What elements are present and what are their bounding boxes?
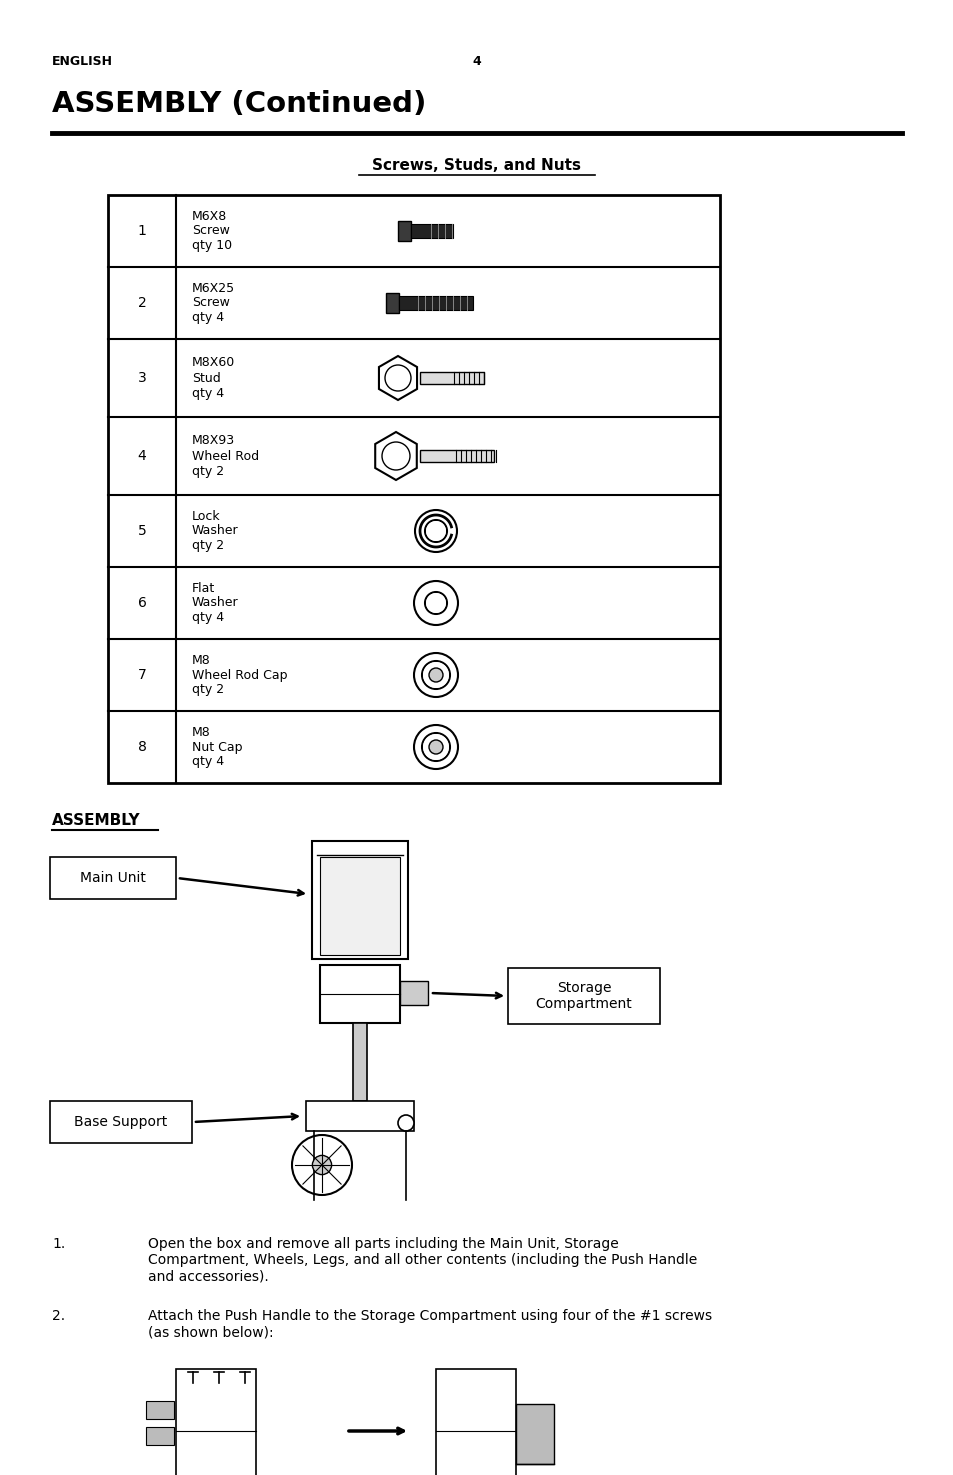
Circle shape	[312, 1155, 332, 1174]
Bar	[306, 1100, 414, 1131]
Text: 1.: 1.	[52, 1238, 65, 1251]
Text: Washer: Washer	[192, 525, 238, 537]
Text: Flat: Flat	[192, 581, 215, 594]
Text: M8X60: M8X60	[192, 357, 235, 370]
Circle shape	[414, 726, 457, 768]
Bar	[419, 450, 494, 462]
Text: Base Support: Base Support	[74, 1115, 168, 1128]
Text: M8: M8	[192, 653, 211, 667]
FancyBboxPatch shape	[50, 1100, 192, 1143]
Circle shape	[421, 661, 450, 689]
Text: 4: 4	[472, 55, 481, 68]
Text: Wheel Rod Cap: Wheel Rod Cap	[192, 668, 287, 681]
Polygon shape	[375, 432, 416, 479]
Text: 2: 2	[137, 296, 146, 310]
Text: M8: M8	[192, 726, 211, 739]
Text: ASSEMBLY (Continued): ASSEMBLY (Continued)	[52, 90, 426, 118]
Bar	[397, 221, 411, 240]
Text: 8: 8	[137, 740, 146, 754]
Text: Storage
Compartment: Storage Compartment	[535, 981, 632, 1010]
Text: ENGLISH: ENGLISH	[52, 55, 112, 68]
Text: Attach the Push Handle to the Storage Compartment using four of the #1 screws
(a: Attach the Push Handle to the Storage Co…	[148, 1308, 711, 1339]
Bar	[319, 857, 399, 954]
Text: Open the box and remove all parts including the Main Unit, Storage
Compartment, : Open the box and remove all parts includ…	[148, 1238, 697, 1283]
Bar	[399, 981, 428, 1004]
Text: M8X93: M8X93	[192, 435, 234, 447]
Circle shape	[424, 591, 447, 614]
Text: 1: 1	[137, 224, 146, 237]
Circle shape	[422, 735, 449, 760]
Bar	[319, 965, 399, 1024]
Text: Main Unit: Main Unit	[80, 872, 146, 885]
Circle shape	[424, 521, 447, 541]
Circle shape	[429, 668, 442, 681]
Circle shape	[421, 733, 450, 761]
Text: qty 4: qty 4	[192, 755, 224, 768]
Circle shape	[429, 740, 442, 754]
Circle shape	[426, 521, 446, 541]
Circle shape	[385, 364, 411, 391]
Circle shape	[397, 1115, 414, 1131]
Bar	[419, 372, 483, 384]
Text: Stud: Stud	[192, 372, 220, 385]
Bar	[312, 841, 408, 959]
Bar	[386, 294, 398, 313]
Bar	[146, 1426, 173, 1446]
FancyBboxPatch shape	[50, 857, 175, 898]
Circle shape	[292, 1134, 352, 1195]
Circle shape	[414, 653, 457, 698]
Text: 6: 6	[137, 596, 146, 611]
Text: M6X25: M6X25	[192, 282, 234, 295]
Text: qty 2: qty 2	[192, 540, 224, 553]
Circle shape	[415, 510, 456, 552]
Bar	[175, 1369, 255, 1475]
Polygon shape	[378, 355, 416, 400]
Bar	[146, 1401, 173, 1419]
Text: 3: 3	[137, 372, 146, 385]
Text: 4: 4	[137, 448, 146, 463]
Bar	[108, 195, 720, 783]
Bar	[436, 1369, 516, 1475]
Text: ASSEMBLY: ASSEMBLY	[52, 813, 140, 827]
FancyBboxPatch shape	[507, 968, 659, 1024]
Circle shape	[422, 662, 449, 687]
Text: M6X8: M6X8	[192, 209, 227, 223]
Bar	[353, 1024, 367, 1100]
Text: qty 4: qty 4	[192, 386, 224, 400]
Text: qty 10: qty 10	[192, 239, 232, 252]
Text: Wheel Rod: Wheel Rod	[192, 450, 259, 463]
Text: 7: 7	[137, 668, 146, 681]
Bar	[516, 1404, 554, 1465]
Text: qty 2: qty 2	[192, 465, 224, 478]
Circle shape	[414, 581, 457, 625]
Text: Lock: Lock	[192, 509, 220, 522]
Text: qty 4: qty 4	[192, 612, 224, 624]
Circle shape	[426, 593, 446, 614]
Text: Nut Cap: Nut Cap	[192, 740, 242, 754]
Text: 5: 5	[137, 524, 146, 538]
Text: Washer: Washer	[192, 596, 238, 609]
Text: Screws, Studs, and Nuts: Screws, Studs, and Nuts	[372, 158, 581, 173]
Text: qty 4: qty 4	[192, 311, 224, 324]
Text: qty 2: qty 2	[192, 683, 224, 696]
Text: Screw: Screw	[192, 224, 230, 237]
Circle shape	[381, 442, 410, 471]
Bar	[411, 224, 453, 237]
Text: 2.: 2.	[52, 1308, 65, 1323]
Bar	[398, 296, 473, 310]
Text: Screw: Screw	[192, 296, 230, 310]
